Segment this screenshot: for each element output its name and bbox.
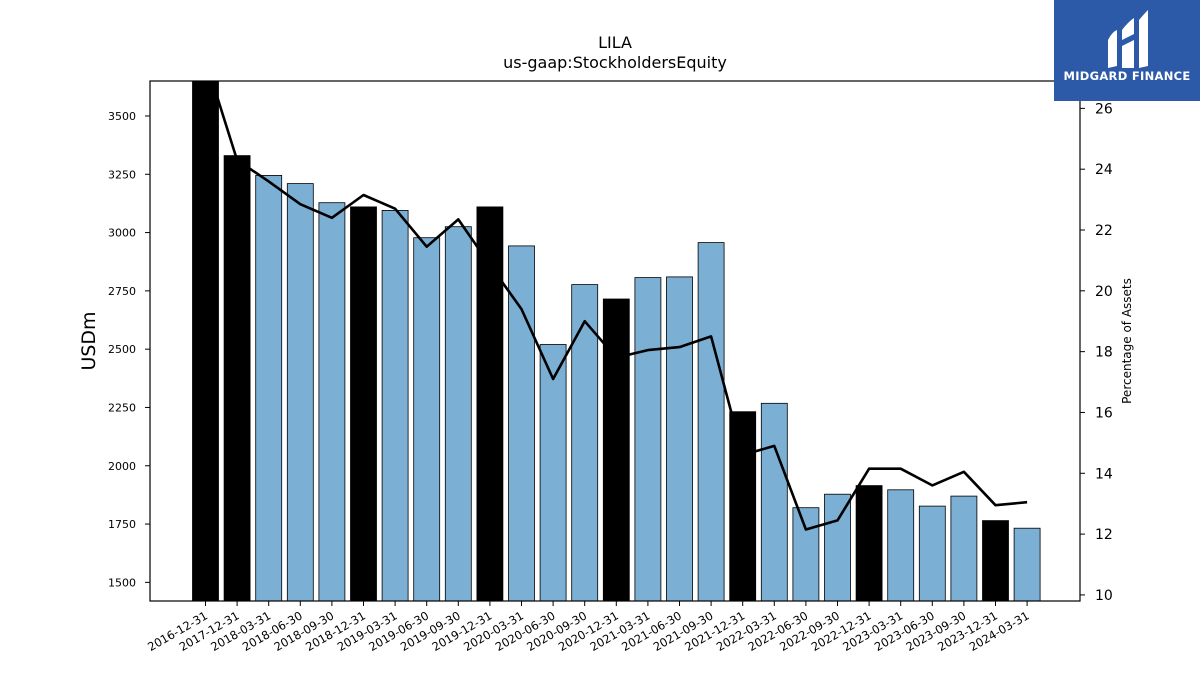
bar-group: [192, 81, 1041, 601]
logo: MIDGARD FINANCE: [1054, 0, 1200, 101]
bar-2019-06-30: [413, 237, 441, 601]
y-tick-label: 3500: [108, 110, 136, 123]
bar-2018-03-31: [255, 174, 283, 601]
bar-2019-03-31: [381, 209, 409, 601]
midgard-logo-icon: [1108, 10, 1148, 68]
bar-2022-03-31: [760, 402, 788, 601]
bar-2021-06-30: [666, 276, 693, 601]
bar-2018-12-31: [350, 206, 377, 601]
percentage-of-assets-line: [210, 81, 1028, 531]
y-tick-label: 2750: [108, 285, 136, 298]
line-group: [210, 81, 1028, 531]
y2-axis-label: Percentage of Assets: [1120, 278, 1134, 404]
y2-tick-label: 16: [1095, 405, 1113, 421]
bar-2023-06-30: [918, 505, 946, 601]
y-tick-label: 2250: [108, 401, 136, 414]
bar-2020-06-30: [539, 344, 567, 601]
y2-tick-label: 24: [1095, 162, 1113, 178]
y2-tick-label: 26: [1095, 101, 1113, 117]
bar-2017-12-31: [223, 155, 251, 601]
bar-2020-03-31: [508, 245, 535, 601]
chart-title: LILA: [598, 33, 632, 52]
bar-2023-12-31: [982, 520, 1009, 601]
bar-2019-12-31: [476, 206, 504, 601]
y-tick-label: 3250: [108, 168, 136, 181]
plot-frame: [149, 80, 1081, 602]
y2-tick-label: 10: [1095, 588, 1113, 604]
y2-tick-label: 22: [1095, 223, 1113, 239]
bar-2018-09-30: [318, 202, 346, 601]
y2-tick-label: 14: [1095, 466, 1113, 482]
bar-2021-09-30: [697, 242, 725, 601]
y-tick-label: 3000: [108, 227, 136, 240]
y-tick-label: 1750: [108, 518, 136, 531]
bar-2022-06-30: [792, 507, 820, 601]
y2-tick-label: 18: [1095, 345, 1113, 361]
y2-tick-label: 12: [1095, 527, 1113, 543]
y-tick-label: 2000: [108, 460, 136, 473]
bar-2023-03-31: [887, 489, 915, 601]
bar-2024-03-31: [1013, 527, 1041, 601]
y-axis-label: USDm: [78, 311, 100, 370]
bar-2018-06-30: [286, 183, 314, 601]
bar-2019-09-30: [444, 226, 472, 601]
bar-2020-12-31: [602, 298, 630, 601]
bar-2023-09-30: [950, 495, 978, 601]
y2-tick-label: 20: [1095, 284, 1113, 300]
bar-2021-12-31: [729, 411, 757, 601]
y-tick-label: 1500: [108, 576, 136, 589]
bar-2016-12-31: [192, 81, 219, 601]
logo-text: MIDGARD FINANCE: [1063, 69, 1191, 83]
bar-2022-09-30: [824, 493, 851, 601]
y-tick-label: 2500: [108, 343, 136, 356]
chart-subtitle: us-gaap:StockholdersEquity: [503, 53, 727, 72]
bar-2022-12-31: [855, 485, 883, 601]
bar-2021-03-31: [634, 277, 662, 601]
